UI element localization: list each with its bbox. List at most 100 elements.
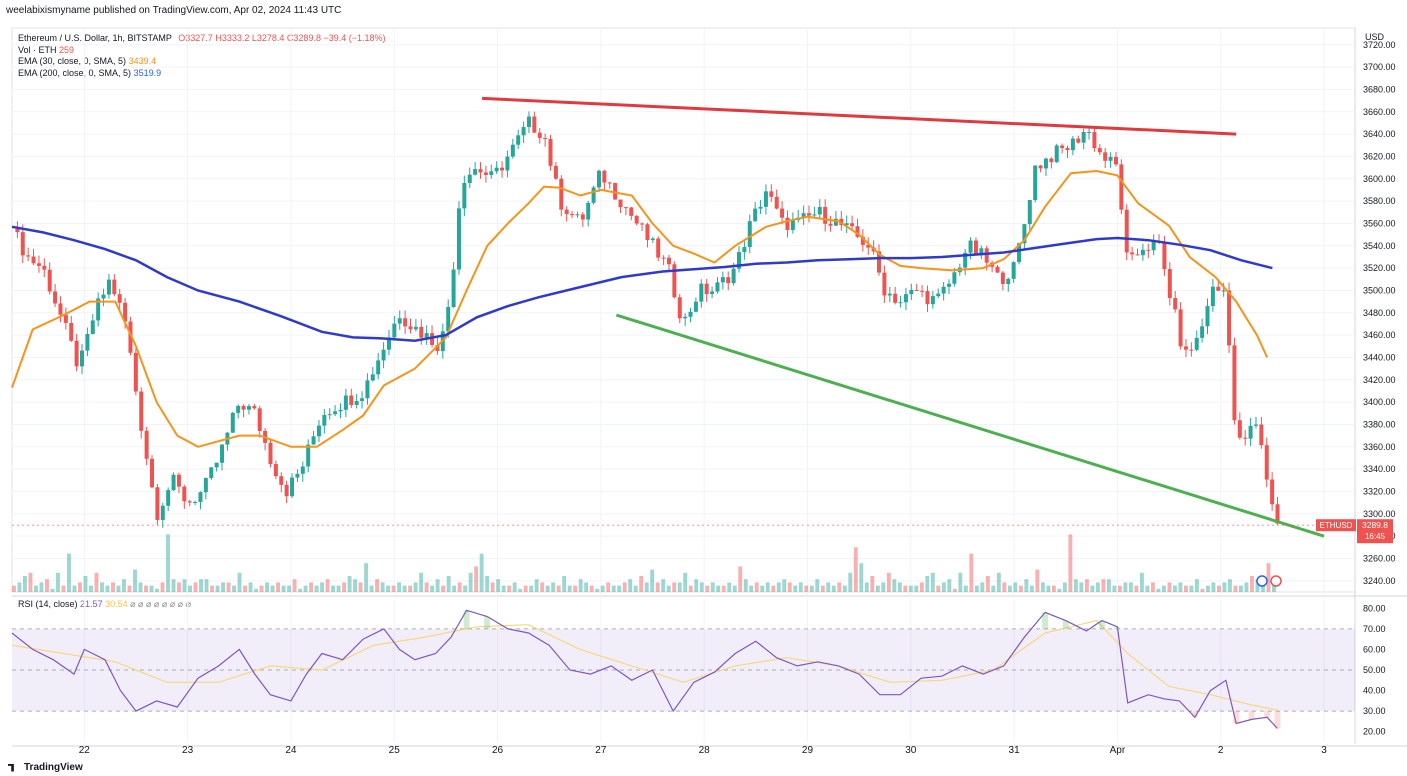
candle-body bbox=[1108, 156, 1113, 161]
y-tick-label: 3700.00 bbox=[1363, 62, 1396, 72]
volume-bar bbox=[567, 585, 572, 592]
candle-body bbox=[403, 318, 408, 327]
ema200-row[interactable]: EMA (200, close, 0, SMA, 5) 3519.9 bbox=[18, 68, 386, 80]
volume-bar bbox=[133, 569, 137, 592]
volume-bar bbox=[463, 585, 468, 592]
volume-bar bbox=[529, 585, 534, 592]
y-tick-label: 3240.00 bbox=[1363, 576, 1396, 586]
volume-bar bbox=[1002, 582, 1007, 592]
volume-bar bbox=[298, 588, 303, 592]
volume-bar bbox=[116, 585, 121, 592]
change-value: −39.4 (−1.18%) bbox=[323, 33, 386, 43]
candle-body bbox=[898, 302, 903, 304]
volume-bar bbox=[248, 582, 253, 592]
volume-bar bbox=[171, 579, 176, 592]
volume-bar bbox=[1123, 582, 1128, 592]
chart-legend: Ethereum / U.S. Dollar, 1h, BITSTAMP O33… bbox=[18, 33, 386, 79]
volume-bar bbox=[199, 579, 203, 592]
tradingview-footer[interactable]: TradingView bbox=[8, 762, 83, 773]
candle-body bbox=[31, 256, 36, 264]
volume-bar bbox=[1161, 585, 1166, 592]
candle-body bbox=[446, 306, 451, 332]
candle-body bbox=[1162, 242, 1167, 270]
x-tick-label: 24 bbox=[285, 745, 297, 756]
volume-bar bbox=[562, 576, 567, 592]
volume-bar bbox=[628, 579, 633, 592]
volume-bar bbox=[457, 582, 462, 592]
y-tick-label: 3340.00 bbox=[1363, 464, 1396, 474]
volume-row[interactable]: Vol · ETH 259 bbox=[18, 45, 386, 57]
candle-body bbox=[807, 213, 812, 216]
close-label: C bbox=[286, 33, 294, 43]
candle-body bbox=[742, 247, 747, 253]
candle-body bbox=[435, 344, 440, 352]
x-tick-label: 25 bbox=[389, 745, 401, 756]
volume-bar bbox=[210, 585, 214, 592]
rsi-ma-value: 30.54 bbox=[105, 599, 128, 609]
volume-bar bbox=[276, 582, 281, 592]
volume-bar bbox=[1205, 585, 1210, 592]
volume-bar bbox=[919, 582, 924, 592]
volume-bar bbox=[182, 579, 187, 592]
candle-body bbox=[47, 269, 52, 292]
symbol-row[interactable]: Ethereum / U.S. Dollar, 1h, BITSTAMP O33… bbox=[18, 33, 386, 45]
volume-bar bbox=[1013, 582, 1018, 592]
candle-body bbox=[386, 337, 391, 350]
volume-bar bbox=[1272, 585, 1276, 592]
y-tick-label: 3620.00 bbox=[1363, 151, 1396, 161]
candle-body bbox=[300, 466, 305, 474]
volume-bar bbox=[589, 585, 594, 592]
candle-body bbox=[1194, 337, 1199, 350]
candle-body bbox=[850, 223, 855, 227]
candle-body bbox=[26, 255, 31, 257]
candle-body bbox=[920, 290, 925, 292]
candle-body bbox=[478, 169, 483, 173]
volume-bar bbox=[694, 579, 699, 592]
volume-bar bbox=[1150, 582, 1155, 592]
volume-bar bbox=[259, 585, 264, 592]
volume-bar bbox=[1062, 582, 1067, 592]
candle-body bbox=[763, 191, 768, 207]
candle-body bbox=[828, 223, 833, 226]
candle-body bbox=[1103, 152, 1108, 161]
volume-bar bbox=[886, 572, 891, 592]
volume-bar bbox=[408, 585, 413, 592]
volume-bar bbox=[1139, 572, 1144, 592]
high-label: H bbox=[215, 33, 222, 43]
volume-bar bbox=[424, 582, 429, 592]
candle-body bbox=[236, 405, 241, 413]
ema30-row[interactable]: EMA (30, close, 0, SMA, 5) 3439.4 bbox=[18, 56, 386, 68]
volume-bar bbox=[842, 585, 847, 592]
volume-bar bbox=[831, 585, 836, 592]
y-tick-label: 3460.00 bbox=[1363, 330, 1396, 340]
candle-body bbox=[284, 484, 289, 497]
volume-bar bbox=[265, 582, 270, 592]
price-badge bbox=[1357, 519, 1393, 544]
symbol-title[interactable]: Ethereum / U.S. Dollar, 1h, BITSTAMP bbox=[18, 33, 172, 43]
candle-body bbox=[1275, 504, 1280, 524]
volume-bar bbox=[1189, 585, 1194, 592]
volume-bar bbox=[111, 582, 115, 592]
volume-bar bbox=[1057, 588, 1062, 592]
candle-body bbox=[316, 425, 321, 437]
low-value: 3278.4 bbox=[256, 33, 285, 43]
volume-bar bbox=[732, 585, 737, 592]
price-badge-value: 3289.8 bbox=[1362, 520, 1388, 530]
volume-bar bbox=[446, 576, 451, 592]
candle-body bbox=[683, 316, 688, 319]
candle-body bbox=[548, 139, 553, 166]
rsi-legend[interactable]: RSI (14, close) 21.57 30.54 ⌀ ⌀ ⌀ ⌀ ⌀ ⌀ … bbox=[18, 599, 191, 610]
ema200-line bbox=[11, 225, 1273, 342]
candle-body bbox=[1216, 286, 1221, 291]
volume-bar bbox=[160, 582, 165, 592]
candle-body bbox=[220, 444, 225, 463]
candle-body bbox=[1270, 479, 1275, 505]
candle-body bbox=[1259, 424, 1264, 446]
volume-bar bbox=[331, 585, 336, 592]
candle-body bbox=[1227, 290, 1232, 346]
volume-bar bbox=[1183, 585, 1188, 592]
candle-body bbox=[338, 409, 343, 412]
volume-bar bbox=[1106, 579, 1111, 592]
volume-bar bbox=[1233, 585, 1238, 592]
